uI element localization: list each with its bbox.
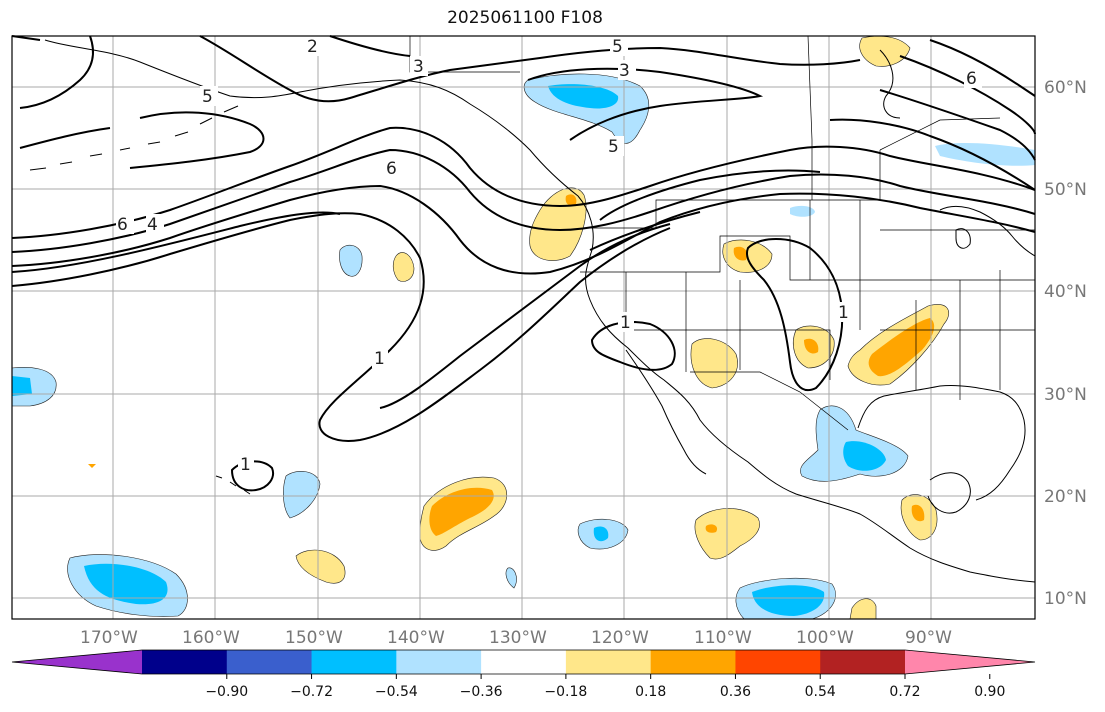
- contour-label: 5: [202, 87, 213, 107]
- map-frame: [11, 35, 1036, 620]
- height-contours: [11, 35, 1036, 492]
- lat-label: 50°N: [1044, 180, 1087, 200]
- contour-label: 1: [240, 455, 251, 475]
- map-panel: 2 5 3 3 5 6 5 6 4 6 1 1 1 1: [11, 35, 1036, 620]
- colorbar-tick-label: 0.54: [805, 684, 836, 700]
- colorbar-extend-min: [12, 650, 142, 674]
- lon-label: 150°W: [285, 628, 343, 648]
- lon-label: 100°W: [796, 628, 854, 648]
- lat-label: 60°N: [1044, 78, 1087, 98]
- latitude-labels: 60°N 50°N 40°N 30°N 20°N 10°N: [1044, 78, 1087, 609]
- colorbar-outline: [11, 649, 1036, 675]
- contour-label: 1: [620, 313, 631, 333]
- lat-label: 30°N: [1044, 385, 1087, 405]
- contour-label: 4: [147, 215, 158, 235]
- lon-label: 130°W: [489, 628, 547, 648]
- colorbar-segment: [226, 650, 313, 674]
- colorbar-tick-label: −0.90: [205, 684, 248, 700]
- contour-label: 6: [386, 159, 397, 179]
- colorbar-segment: [142, 650, 228, 674]
- contour-label: 1: [838, 303, 849, 323]
- colorbar-segment: [565, 650, 652, 674]
- colorbar-segment: [735, 650, 821, 674]
- colorbar-tick-label: −0.36: [460, 684, 503, 700]
- lon-label: 140°W: [387, 628, 445, 648]
- lon-label: 170°W: [80, 628, 138, 648]
- colorbar-segment: [311, 650, 397, 674]
- colorbar-extend-max: [905, 650, 1035, 674]
- contour-label: 5: [612, 37, 623, 57]
- colorbar-tick-label: 0.72: [889, 684, 920, 700]
- colorbar-tick-label: −0.54: [375, 684, 418, 700]
- colorbar-segment: [481, 650, 567, 674]
- colorbar-segment: [396, 650, 482, 674]
- colorbar-tick-label: −0.72: [290, 684, 333, 700]
- political-boundaries: [409, 35, 1035, 431]
- colorbar-tick-label: 0.18: [635, 684, 666, 700]
- lat-label: 20°N: [1044, 487, 1087, 507]
- lat-label: 10°N: [1044, 589, 1087, 609]
- negative-anomaly-shading: [11, 73, 1035, 620]
- colorbar-segment: [650, 650, 736, 674]
- contour-label: 3: [413, 57, 424, 77]
- contour-label: 1: [374, 349, 385, 369]
- contour-label: 6: [966, 69, 977, 89]
- colorbar-tick-label: −0.18: [544, 684, 587, 700]
- colorbar-tick-label: 0.36: [720, 684, 751, 700]
- longitude-labels: 170°W 160°W 150°W 140°W 130°W 120°W 110°…: [80, 628, 952, 648]
- contour-label-group: 2 5 3 3 5 6 5 6 4 6 1 1 1 1: [116, 36, 982, 475]
- colorbar-segment: [820, 650, 906, 674]
- contour-label: 5: [608, 137, 619, 157]
- lon-label: 160°W: [182, 628, 240, 648]
- colorbar-tick-label: 0.90: [974, 684, 1005, 700]
- lon-label: 120°W: [591, 628, 649, 648]
- lat-label: 40°N: [1044, 282, 1087, 302]
- contour-label: 2: [307, 37, 318, 57]
- contour-label: 6: [117, 215, 128, 235]
- lon-label: 110°W: [694, 628, 752, 648]
- chart-title: 2025061100 F108: [447, 8, 603, 28]
- contour-label: 3: [619, 61, 630, 81]
- graticule: [12, 36, 1035, 619]
- lon-label: 90°W: [905, 628, 952, 648]
- colorbar: −0.90 −0.72 −0.54 −0.36 −0.18 0.18 0.36 0.54 0.7…: [11, 649, 1036, 700]
